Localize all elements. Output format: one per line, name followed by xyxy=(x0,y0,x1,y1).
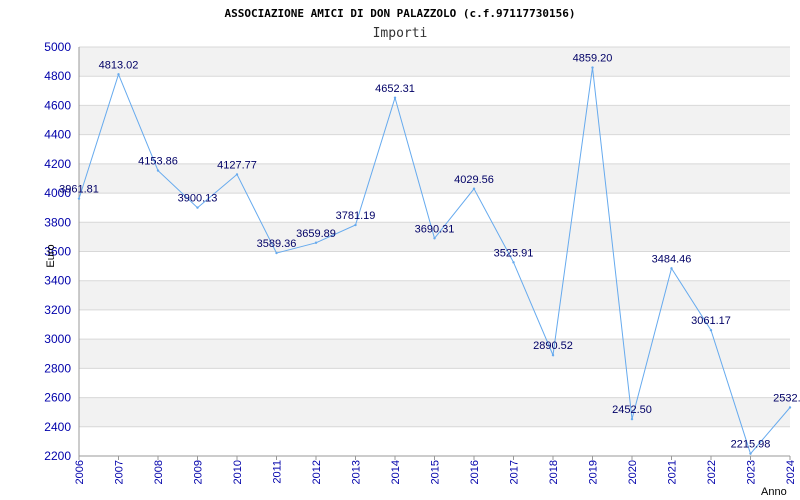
data-label: 3900.13 xyxy=(178,193,218,205)
x-tick-label: 2014 xyxy=(390,460,402,484)
y-tick-label: 3600 xyxy=(44,245,71,259)
data-label: 3061.17 xyxy=(691,315,731,327)
data-point xyxy=(749,452,752,455)
x-tick-label: 2023 xyxy=(746,460,758,484)
data-label: 3690.31 xyxy=(415,223,455,235)
x-tick-label: 2016 xyxy=(469,460,481,484)
data-label: 2215.98 xyxy=(731,439,771,451)
grid-band xyxy=(79,309,790,340)
data-label: 2452.50 xyxy=(612,404,652,416)
x-tick-label: 2021 xyxy=(667,460,679,484)
y-axis-label: Euro xyxy=(45,244,57,267)
data-point xyxy=(77,197,81,200)
data-point xyxy=(235,173,239,176)
grid-band xyxy=(79,134,790,164)
grid-band xyxy=(79,339,790,369)
x-tick-label: 2012 xyxy=(311,460,323,484)
y-tick-label: 5000 xyxy=(44,40,71,54)
data-point xyxy=(472,187,476,190)
data-label: 3781.19 xyxy=(336,210,376,222)
x-tick-label: 2022 xyxy=(706,460,718,484)
data-point xyxy=(551,353,555,357)
grid-band xyxy=(79,280,790,310)
data-point xyxy=(393,96,397,99)
x-tick-label: 2015 xyxy=(430,460,442,484)
data-point xyxy=(117,73,120,76)
grid-band xyxy=(79,47,790,77)
data-point xyxy=(591,66,594,69)
data-point xyxy=(196,206,199,209)
data-point xyxy=(630,417,634,421)
chart-title: ASSOCIAZIONE AMICI DI DON PALAZZOLO (c.f… xyxy=(225,7,576,20)
x-tick-label: 2006 xyxy=(74,460,86,484)
data-label: 4859.20 xyxy=(573,53,613,65)
data-label: 3525.91 xyxy=(494,247,534,259)
y-tick-label: 2600 xyxy=(44,391,71,405)
data-point xyxy=(314,241,318,244)
data-point xyxy=(788,406,792,409)
data-label: 4127.77 xyxy=(217,159,257,171)
data-point xyxy=(354,223,357,227)
data-point xyxy=(275,251,278,255)
x-tick-label: 2009 xyxy=(193,460,205,484)
grid-band xyxy=(79,368,790,398)
data-point xyxy=(670,267,673,270)
data-label: 3961.81 xyxy=(59,184,99,196)
grid-band xyxy=(79,76,790,106)
y-tick-label: 2200 xyxy=(44,449,71,463)
y-tick-label: 4400 xyxy=(44,128,71,142)
x-tick-label: 2018 xyxy=(548,460,560,484)
data-point xyxy=(156,169,160,172)
y-tick-label: 3200 xyxy=(44,303,71,317)
data-label: 4652.31 xyxy=(375,83,415,95)
data-label: 3659.89 xyxy=(296,228,336,240)
y-tick-label: 3400 xyxy=(44,274,71,288)
x-tick-label: 2011 xyxy=(272,460,284,484)
x-axis-label: Anno xyxy=(761,486,787,498)
y-tick-label: 4000 xyxy=(44,186,71,200)
data-point xyxy=(709,329,713,332)
x-tick-label: 2017 xyxy=(509,460,521,484)
y-tick-label: 4600 xyxy=(44,98,71,112)
data-point xyxy=(512,261,515,264)
y-tick-label: 3800 xyxy=(44,215,71,229)
data-label: 4029.56 xyxy=(454,174,494,186)
plot-area: 2200 2400 2600 2800 3000 3200 3400 3600 3800 4000… xyxy=(44,40,800,484)
data-point xyxy=(433,237,436,240)
chart-subtitle: Importi xyxy=(373,26,428,41)
grid-band xyxy=(79,163,790,194)
grid-band xyxy=(79,397,790,427)
x-tick-label: 2008 xyxy=(153,460,165,484)
x-tick-label: 2007 xyxy=(114,460,126,484)
y-tick-label: 2800 xyxy=(44,361,71,375)
x-tick-label: 2024 xyxy=(785,460,797,484)
data-label: 2890.52 xyxy=(533,340,573,352)
data-label: 4813.02 xyxy=(99,59,139,71)
x-tick-label: 2020 xyxy=(627,460,639,484)
grid-band xyxy=(79,105,790,135)
x-tick-label: 2013 xyxy=(351,460,363,484)
x-tick-label: 2019 xyxy=(588,460,600,484)
data-label: 3484.46 xyxy=(652,253,692,265)
x-tick-label: 2010 xyxy=(232,460,244,484)
data-label: 2532.3 xyxy=(773,392,800,404)
y-tick-label: 3000 xyxy=(44,332,71,346)
grid-band xyxy=(79,251,790,281)
y-tick-label: 4800 xyxy=(44,69,71,83)
data-label: 3589.36 xyxy=(257,238,297,250)
y-tick-label: 2400 xyxy=(44,420,71,434)
y-tick-label: 4200 xyxy=(44,157,71,171)
grid-band xyxy=(79,426,790,456)
data-label: 4153.86 xyxy=(138,156,178,168)
